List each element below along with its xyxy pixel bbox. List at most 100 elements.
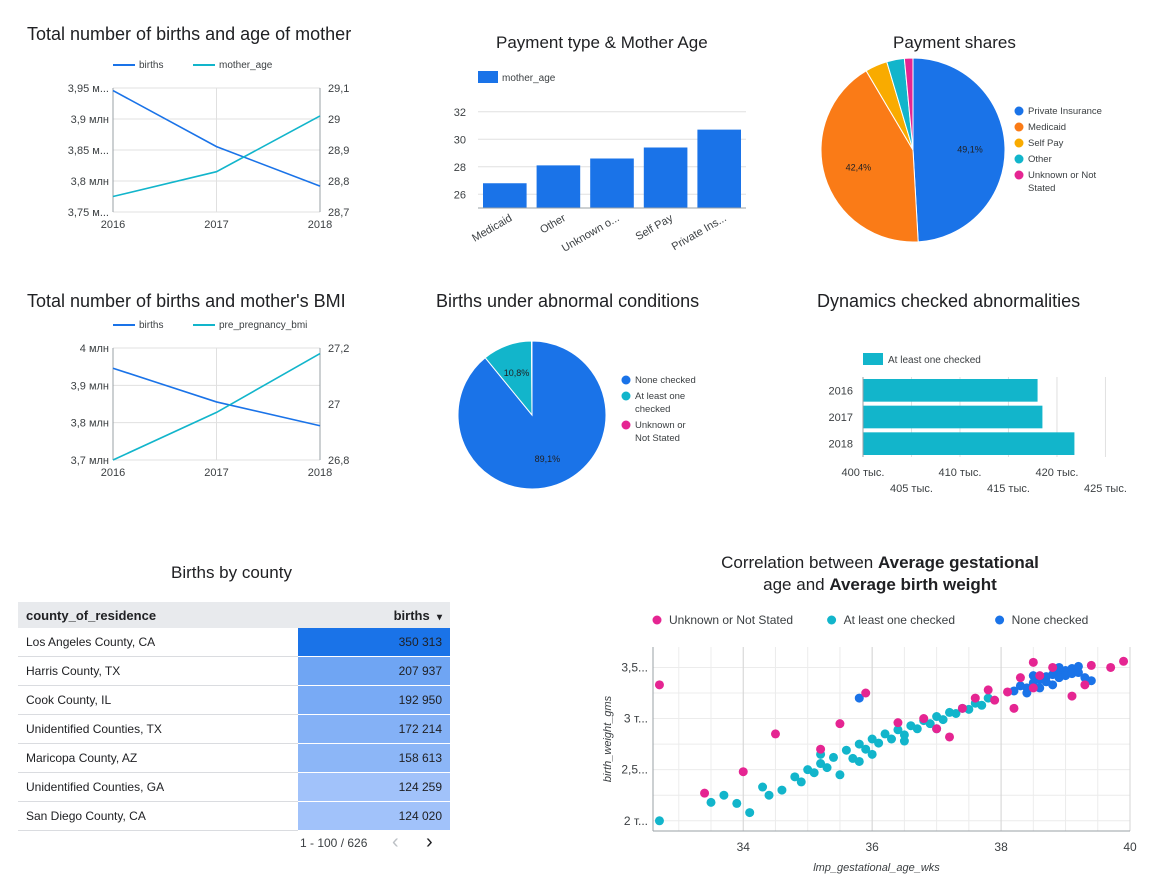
scatter-point-At least one checked <box>654 816 664 826</box>
right-tick-label: 29,1 <box>328 83 349 95</box>
scatter-point-At least one checked <box>841 745 851 755</box>
column-header-births[interactable]: births ▾ <box>298 602 450 628</box>
scatter-point-None checked <box>1015 681 1025 691</box>
scatter-point-At least one checked <box>912 724 922 734</box>
table-row[interactable]: Cook County, IL 192 950 <box>18 685 450 715</box>
bar-2018 <box>863 432 1075 455</box>
right-tick-label: 28,9 <box>328 145 349 157</box>
births-bmi-line-chart: births pre_pregnancy_bmi 4 млн 3,9 млн 3,8 м… <box>71 320 350 479</box>
table-row[interactable]: Los Angeles County, CA 350 313 <box>18 628 450 657</box>
legend-swatch-None checked <box>995 615 1005 625</box>
births-cell: 350 313 <box>298 628 450 657</box>
scatter-point-At least one checked <box>951 708 961 718</box>
legend-label-Private Insurance: Private Insurance <box>1028 106 1102 117</box>
scatter-point-None checked <box>1073 668 1083 678</box>
right-tick-label: 26,8 <box>328 455 349 467</box>
legend-swatch-Unknown or Not Stated <box>652 615 662 625</box>
pagination-label: 1 - 100 / 626 <box>300 836 368 850</box>
legend-label-births: births <box>139 60 163 71</box>
series-line-births <box>112 89 321 187</box>
scatter-point-At least one checked <box>861 744 871 754</box>
scatter-point-Unknown or Not Stated <box>1048 662 1058 672</box>
series-line-pre_pregnancy_bmi <box>112 352 321 461</box>
table-row[interactable]: Maricopa County, AZ 158 613 <box>18 743 450 773</box>
table-row[interactable]: Harris County, TX 207 937 <box>18 656 450 686</box>
scatter-point-At least one checked <box>777 785 787 795</box>
y-axis-label: birth_weight_gms <box>602 695 614 782</box>
scatter-point-Unknown or Not Stated <box>1106 662 1116 672</box>
scatter-point-At least one checked <box>854 739 864 749</box>
scatter-point-At least one checked <box>732 798 742 808</box>
x-tick-label: 2016 <box>101 467 125 479</box>
table-row[interactable]: Unidentified Counties, GA 124 259 <box>18 772 450 802</box>
left-tick-label: 3,95 м... <box>68 83 109 95</box>
legend-label-At least one checked: At least one checked <box>844 613 955 627</box>
x-tick-label: 2018 <box>308 467 332 479</box>
bar-2016 <box>863 379 1038 402</box>
table-header-row: county_of_residence births ▾ <box>18 602 450 628</box>
y-tick-label: 2018 <box>829 439 853 451</box>
scatter-point-Unknown or Not Stated <box>738 767 748 777</box>
legend-label-None checked: None checked <box>635 375 696 386</box>
x-tick-label: 2017 <box>204 219 228 231</box>
legend-swatch-Unknown or Not Stated <box>621 420 631 430</box>
right-tick-label: 28,8 <box>328 176 349 188</box>
table-row[interactable]: Unidentified Counties, TX 172 214 <box>18 714 450 744</box>
chart-title-births-bmi: Total number of births and mother's BMI <box>27 291 346 311</box>
scatter-point-None checked <box>854 693 864 703</box>
scatter-point-Unknown or Not Stated <box>770 729 780 739</box>
legend-label-None checked: None checked <box>1012 613 1089 627</box>
x-tick-label: 2018 <box>308 219 332 231</box>
chart-title-payment-shares: Payment shares <box>893 33 1016 52</box>
left-tick-label: 3,9 млн <box>71 380 109 392</box>
scatter-point-Unknown or Not Stated <box>1086 660 1096 670</box>
county-cell: Cook County, IL <box>18 685 298 715</box>
y-tick-label: 2,5... <box>621 763 648 777</box>
scatter-point-Unknown or Not Stated <box>1067 691 1077 701</box>
scatter-point-At least one checked <box>867 749 877 759</box>
x-tick-label: 425 тыс. <box>1084 483 1127 495</box>
county-cell: Unidentified Counties, TX <box>18 714 298 744</box>
scatter-point-Unknown or Not Stated <box>932 724 942 734</box>
pie-data-label: 10,8% <box>504 368 530 378</box>
x-tick-label: 34 <box>737 840 751 854</box>
right-tick-label: 29 <box>328 114 340 126</box>
scatter-point-At least one checked <box>758 782 768 792</box>
correlation-scatter-chart: Unknown or Not Stated At least one checke… <box>602 613 1137 874</box>
x-tick-label: Medicaid <box>470 212 514 244</box>
left-tick-label: 4 млн <box>80 343 109 355</box>
chart-title-scatter: Correlation between Average gestational … <box>721 553 1039 594</box>
y-tick-label: 2 т... <box>624 814 648 828</box>
legend-label-At least one checked: At least one checked <box>888 355 981 366</box>
x-tick-label: 400 тыс. <box>842 467 885 479</box>
scatter-point-None checked <box>1028 671 1038 681</box>
legend-swatch-At least one checked <box>863 353 883 365</box>
scatter-point-At least one checked <box>854 756 864 766</box>
payment-shares-pie-chart: 49,1% 42,4% Private Insurance Medicaid Self … <box>820 57 1102 243</box>
scatter-point-At least one checked <box>764 790 774 800</box>
x-tick-label: Private Ins... <box>670 212 729 253</box>
legend-swatch-Unknown or Not Stated <box>1014 170 1024 180</box>
scatter-point-At least one checked <box>745 808 755 818</box>
scatter-point-At least one checked <box>893 725 903 735</box>
sort-desc-icon[interactable]: ▾ <box>436 611 442 623</box>
legend-label-mother_age: mother_age <box>502 73 556 84</box>
prev-page-button[interactable]: ‹ <box>392 831 399 853</box>
next-page-button[interactable]: › <box>426 831 433 853</box>
x-tick-label: 415 тыс. <box>987 483 1030 495</box>
bar-Private Ins... <box>697 129 741 208</box>
y-tick-label: 3,5... <box>621 660 648 674</box>
column-header-county[interactable]: county_of_residence <box>18 602 298 628</box>
left-tick-label: 3,75 м... <box>68 207 109 219</box>
legend-label-Unknown or Not Stated: Unknown or Not Stated <box>635 420 686 444</box>
births-by-county-table: county_of_residence births ▾ Los Angeles… <box>18 602 450 831</box>
x-tick-label: 40 <box>1123 840 1137 854</box>
legend-swatch-mother_age <box>478 71 498 83</box>
left-tick-label: 3,8 млн <box>71 176 109 188</box>
table-row[interactable]: San Diego County, CA 124 020 <box>18 801 450 831</box>
scatter-point-At least one checked <box>874 738 884 748</box>
pie-data-label: 42,4% <box>846 163 872 173</box>
scatter-point-None checked <box>1054 662 1064 672</box>
legend-swatch-None checked <box>621 375 631 385</box>
y-tick-label: 3 т... <box>624 712 648 726</box>
